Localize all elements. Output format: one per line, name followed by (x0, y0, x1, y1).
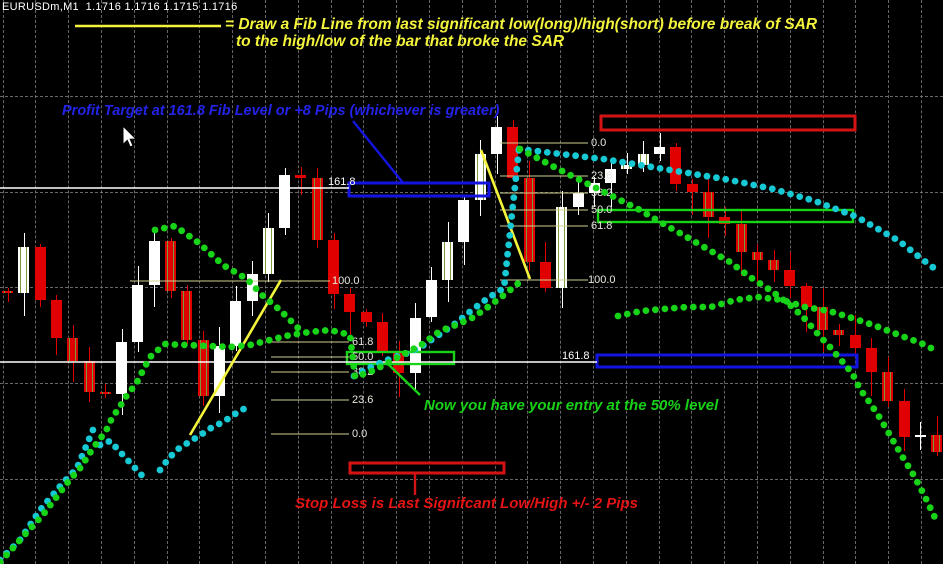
svg-text:0.0: 0.0 (352, 428, 367, 440)
svg-text:161.8: 161.8 (328, 176, 356, 188)
svg-text:161.8: 161.8 (562, 350, 590, 362)
svg-text:61.8: 61.8 (591, 220, 612, 232)
